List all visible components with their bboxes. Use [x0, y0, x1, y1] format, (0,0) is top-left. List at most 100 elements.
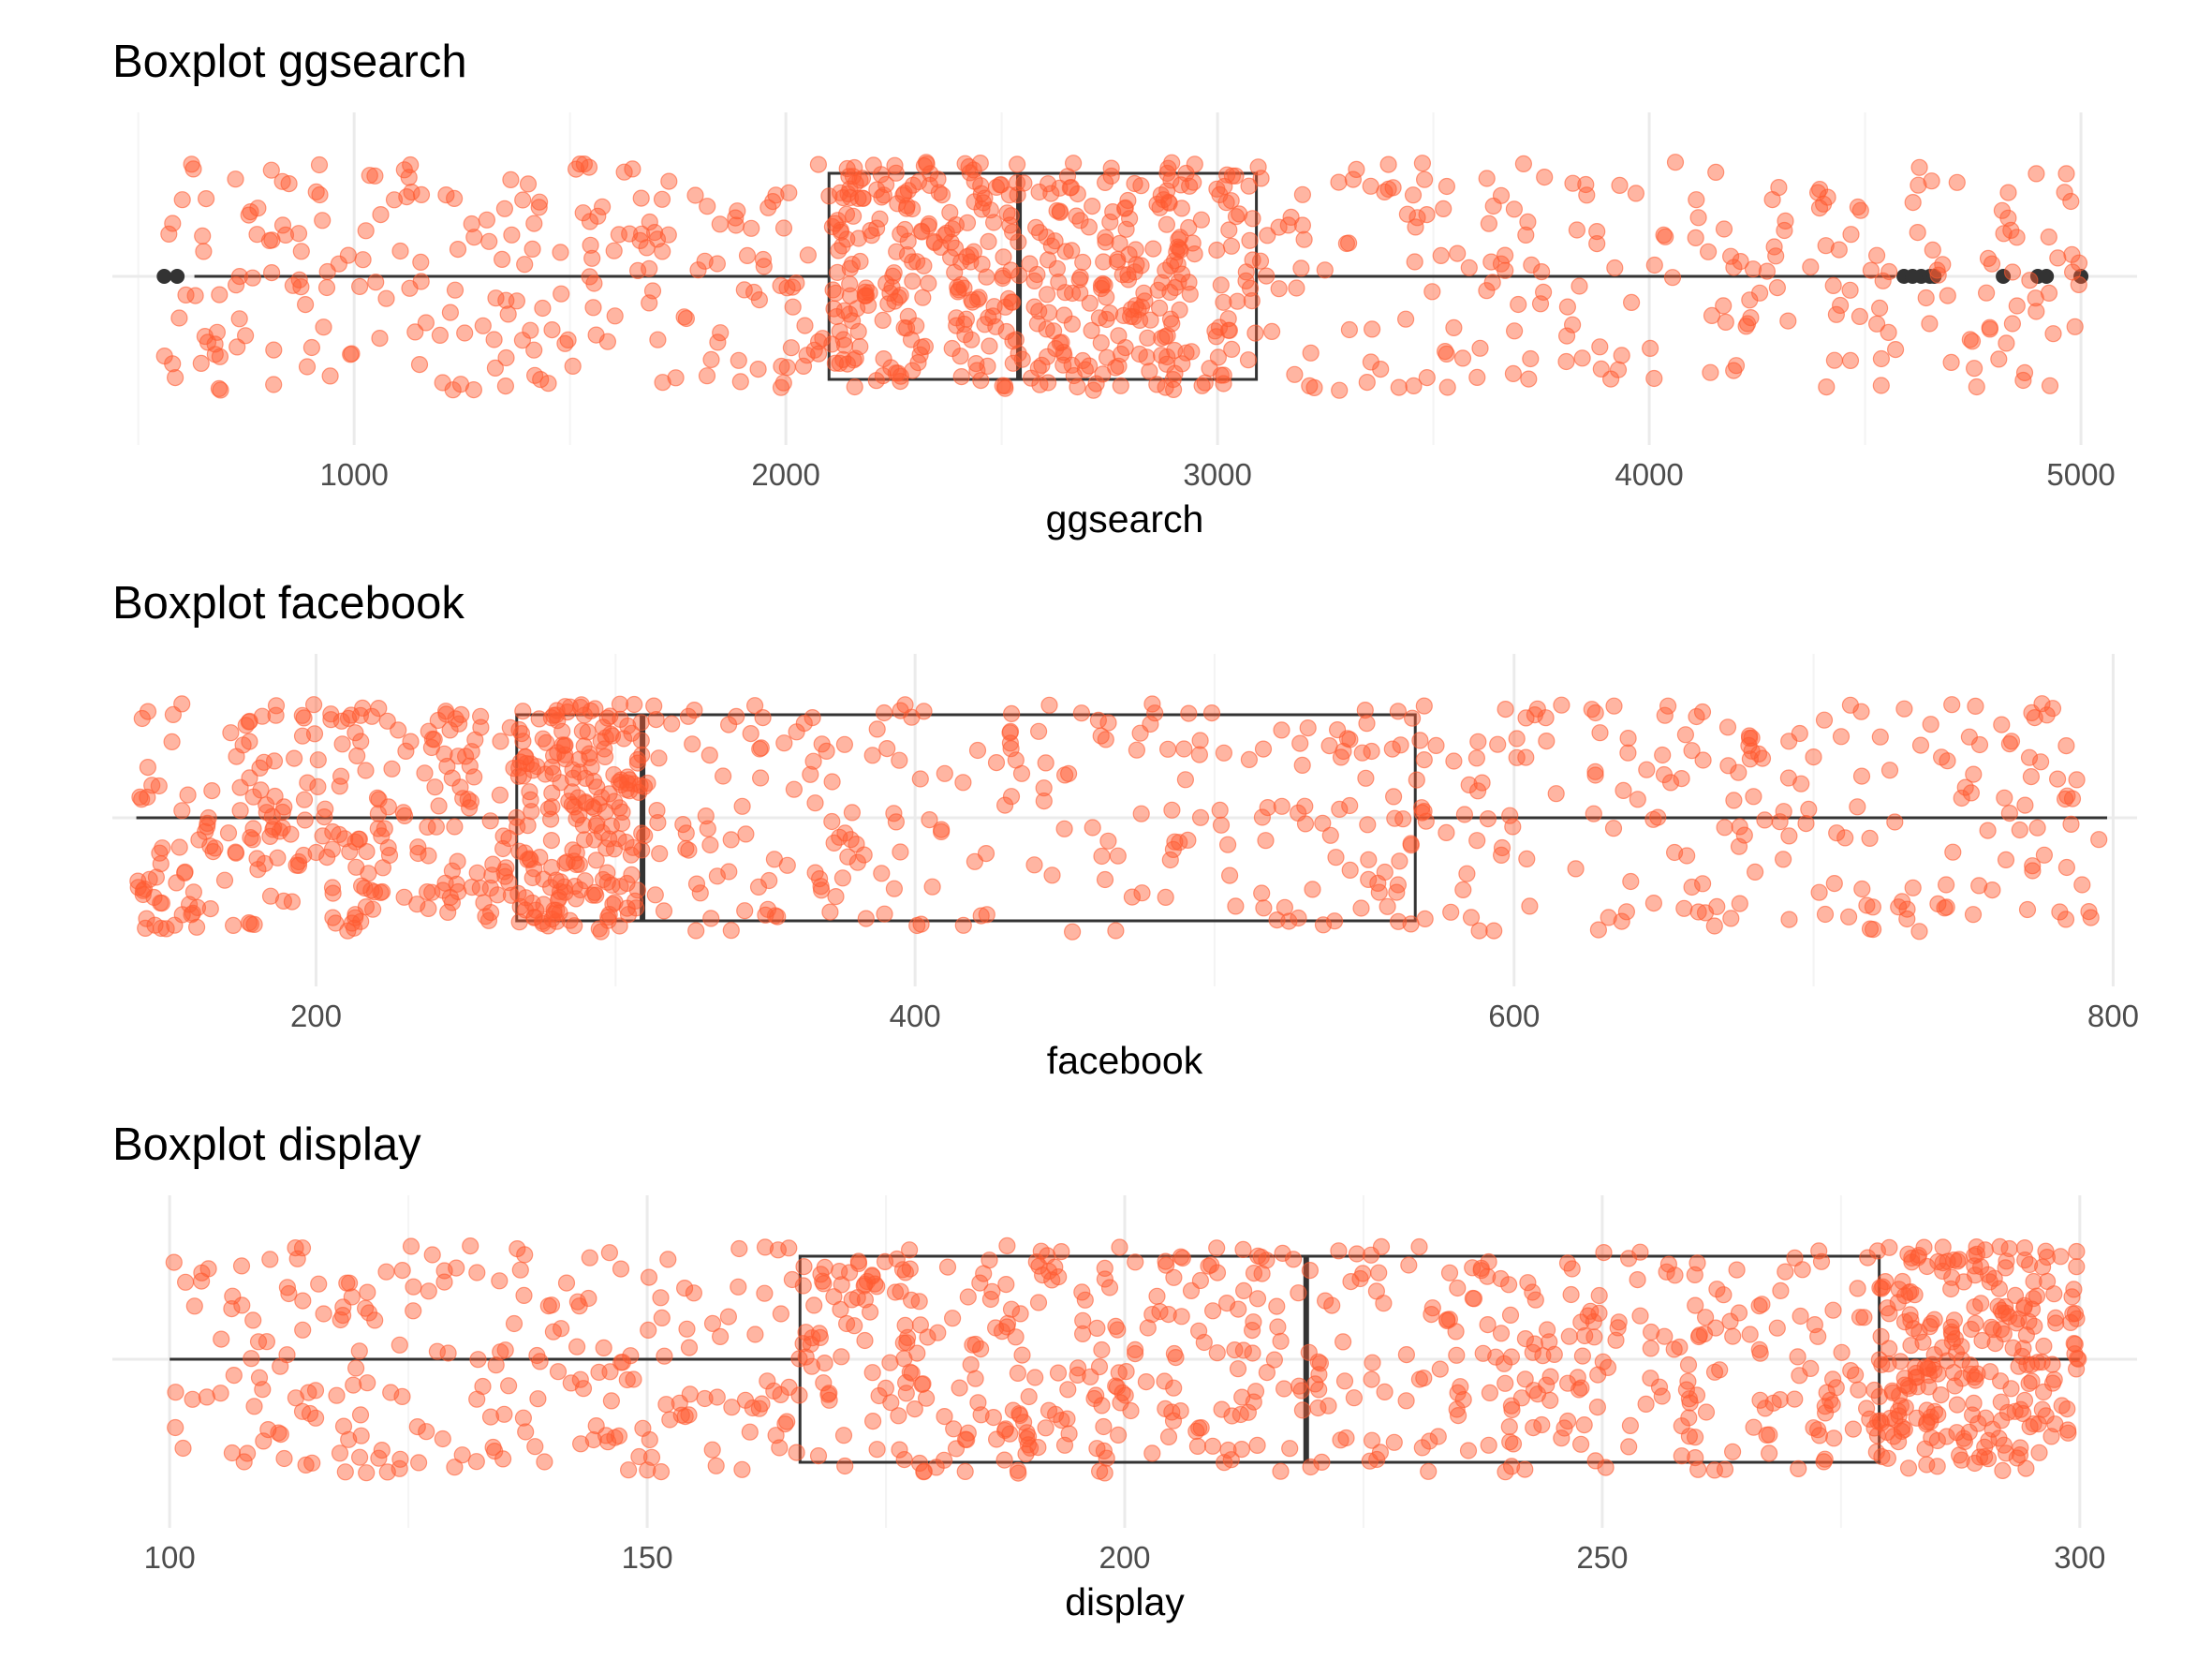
jitter-point — [1048, 259, 1067, 277]
jitter-point — [151, 844, 169, 862]
jitter-point — [1058, 168, 1077, 185]
jitter-point — [1008, 156, 1026, 173]
jitter-point — [1458, 865, 1476, 882]
jitter-point — [2052, 1248, 2070, 1266]
jitter-point — [823, 812, 841, 831]
jitter-point — [745, 697, 764, 715]
jitter-point — [680, 1406, 698, 1424]
jitter-point — [2016, 796, 2034, 814]
jitter-point — [605, 242, 623, 259]
jitter-point — [1132, 177, 1150, 195]
jitter-point — [812, 881, 831, 899]
jitter-point — [834, 331, 852, 348]
jitter-point — [1910, 158, 1928, 176]
jitter-point — [1508, 748, 1526, 766]
jitter-point — [1389, 703, 1408, 720]
jitter-point — [1241, 231, 1259, 249]
jitter-point — [958, 214, 977, 231]
jitter-point — [1055, 820, 1073, 837]
jitter-point — [1817, 237, 1835, 255]
jitter-point — [263, 807, 281, 825]
jitter-point — [943, 1310, 962, 1327]
jitter-point — [294, 1321, 312, 1339]
jitter-point — [2043, 1374, 2062, 1392]
jitter-point — [626, 695, 643, 714]
jitter-point — [177, 1273, 195, 1291]
jitter-point — [1485, 922, 1503, 940]
jitter-point — [1818, 378, 1836, 396]
jitter-point — [826, 354, 845, 372]
jitter-point — [617, 780, 636, 799]
jitter-point — [910, 1454, 929, 1473]
jitter-point — [1765, 238, 1783, 256]
jitter-point — [1362, 353, 1380, 371]
jitter-point — [244, 1311, 262, 1329]
jitter-point — [1217, 1295, 1236, 1312]
jitter-point — [1997, 851, 2015, 868]
jitter-point — [167, 1418, 184, 1437]
jitter-point — [212, 1385, 229, 1402]
jitter-point — [1741, 750, 1760, 768]
jitter-point — [259, 1421, 277, 1439]
jitter-point — [596, 748, 614, 765]
jitter-point — [1245, 1313, 1262, 1331]
jitter-point — [1384, 179, 1402, 197]
jitter-point — [2053, 1397, 2071, 1415]
jitter-point — [1274, 1244, 1291, 1262]
jitter-point — [733, 1460, 751, 1478]
jitter-point — [173, 191, 191, 209]
jitter-point — [652, 1289, 670, 1307]
jitter-point — [1545, 1345, 1563, 1363]
jitter-point — [1827, 305, 1846, 323]
jitter-point — [240, 713, 258, 731]
jitter-point — [567, 890, 585, 908]
jitter-point — [278, 1279, 296, 1296]
jitter-point — [602, 1392, 621, 1410]
jitter-point — [680, 841, 698, 859]
jitter-point — [265, 752, 284, 770]
jitter-point — [1229, 1360, 1247, 1378]
jitter-point — [1001, 724, 1019, 742]
jitter-point — [840, 168, 858, 185]
jitter-point — [1073, 1325, 1092, 1342]
jitter-point — [1001, 216, 1019, 234]
jitter-point — [261, 887, 280, 905]
jitter-point — [1037, 1419, 1054, 1437]
jitter-point — [292, 243, 310, 260]
jitter-point — [875, 350, 892, 368]
jitter-point — [1914, 1333, 1932, 1351]
jitter-point — [342, 706, 360, 724]
jitter-point — [1112, 377, 1129, 394]
jitter-point — [1122, 301, 1141, 318]
jitter-point — [1517, 226, 1535, 244]
jitter-point — [1744, 260, 1762, 278]
jitter-point — [1679, 1355, 1698, 1374]
jitter-point — [317, 278, 336, 297]
jitter-point — [1007, 1328, 1025, 1346]
jitter-point — [972, 372, 990, 390]
jitter-point — [587, 326, 605, 344]
jitter-point — [1345, 1389, 1364, 1407]
jitter-point — [612, 710, 629, 728]
jitter-point — [1591, 724, 1609, 742]
jitter-point — [1715, 220, 1733, 238]
jitter-point — [1001, 1425, 1019, 1443]
jitter-point — [372, 206, 390, 224]
jitter-point — [1269, 1318, 1287, 1336]
jitter-point — [2030, 1444, 2048, 1461]
jitter-point — [1353, 744, 1371, 762]
jitter-point — [619, 1461, 638, 1479]
jitter-point — [651, 845, 669, 863]
jitter-point — [630, 1447, 648, 1466]
jitter-point — [1348, 160, 1365, 178]
jitter-point — [1815, 1453, 1833, 1471]
jitter-point — [1063, 923, 1082, 941]
jitter-point — [139, 759, 156, 777]
jitter-point — [1367, 1282, 1386, 1300]
jitter-point — [186, 287, 204, 304]
jitter-point — [230, 268, 248, 286]
jitter-point — [1741, 1326, 1759, 1343]
jitter-point — [1191, 808, 1210, 826]
jitter-point — [1384, 788, 1403, 806]
jitter-point — [618, 774, 637, 792]
